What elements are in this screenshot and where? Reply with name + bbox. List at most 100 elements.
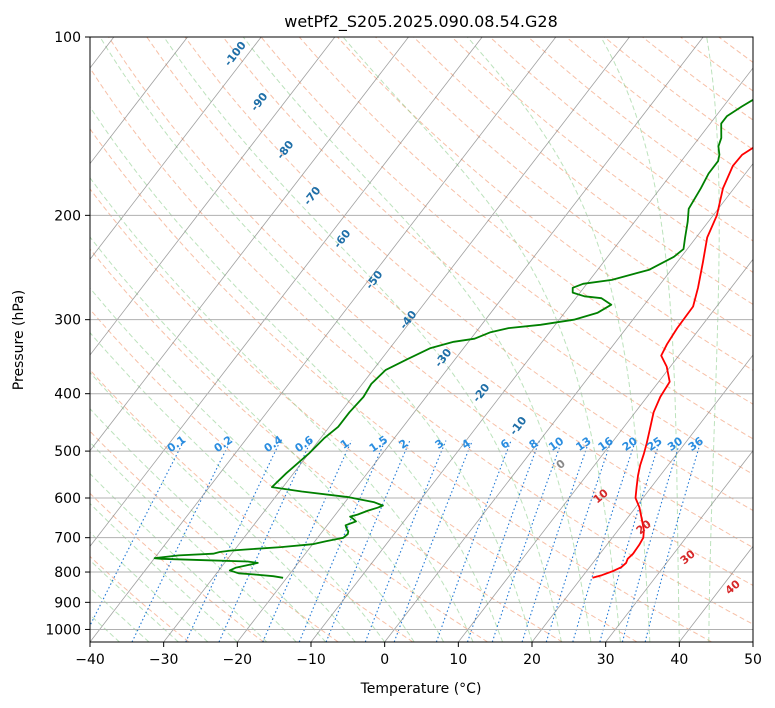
dewpoint-line	[153, 98, 753, 579]
isotherm-line	[752, 641, 753, 642]
y-tick-label: 500	[54, 444, 81, 460]
moist-adiabat	[706, 37, 720, 642]
mixing-ratio-line	[90, 440, 185, 627]
isotherm-line	[679, 545, 753, 642]
moist-adiabat	[90, 472, 268, 642]
red-line-label: 30	[678, 547, 698, 567]
mixing-ratio-line	[466, 440, 541, 642]
chart-title: wetPf2_S205.2025.090.08.54.G28	[284, 12, 558, 32]
moist-adiabat	[90, 331, 386, 642]
dry-adiabat	[451, 37, 753, 273]
dry-adiabat	[90, 555, 190, 642]
dry-adiabat	[718, 37, 753, 63]
grid-lines	[90, 37, 753, 642]
temperature-line	[592, 146, 753, 579]
isotherm-line	[90, 37, 188, 165]
isotherm-label: -60	[331, 227, 354, 251]
mixing-ratio-line	[435, 440, 512, 642]
dry-adiabat	[90, 188, 638, 642]
moist-adiabat	[90, 176, 474, 642]
moist-adiabat	[90, 531, 209, 642]
x-tick-label: 50	[744, 652, 762, 668]
dry-adiabat	[413, 37, 753, 305]
isotherm-label: -50	[363, 268, 386, 292]
line-labels: -100-90-80-70-60-50-40-30-20-100.1 0.2 0.4…	[165, 39, 743, 597]
dry-adiabat	[757, 37, 775, 642]
isotherm-label: -90	[248, 90, 271, 114]
isotherm-line	[310, 67, 753, 642]
isotherm-line	[90, 37, 336, 356]
isotherm-line	[531, 354, 753, 642]
mixing-ratio-line	[572, 440, 636, 642]
moist-adiabat	[90, 371, 356, 642]
dry-adiabat	[146, 37, 753, 549]
x-tick-label: 20	[523, 652, 541, 668]
dry-adiabat	[298, 37, 753, 405]
plot-frame	[89, 36, 754, 643]
isotherm-label: -10	[507, 414, 530, 438]
moist-adiabat	[99, 37, 533, 642]
dry-adiabat	[90, 248, 563, 642]
isotherm-line	[90, 37, 262, 260]
x-tick-label: −40	[75, 652, 105, 668]
mixing-ratio-label: 0.4	[262, 433, 286, 455]
dry-adiabat	[527, 37, 753, 211]
mixing-ratio-line	[325, 440, 411, 642]
isotherm-label: -20	[470, 381, 493, 405]
y-axis: 100 200 300 400 500 600 700 800 900 1000	[45, 30, 90, 638]
series-layer	[153, 98, 753, 579]
zero-line-label: 0	[554, 457, 568, 472]
y-tick-label: 900	[54, 595, 81, 611]
isotherm-line	[90, 37, 483, 547]
dry-adiabat	[489, 37, 753, 242]
x-tick-label: 40	[670, 652, 688, 668]
moist-adiabat	[600, 37, 680, 642]
dry-adiabat	[642, 37, 753, 121]
red-line-label: 40	[723, 577, 743, 597]
isotherm-line	[90, 37, 409, 452]
dry-adiabat	[90, 369, 414, 642]
mixing-ratio-line	[298, 440, 386, 642]
isotherm-label: -70	[301, 184, 324, 208]
y-tick-label: 400	[54, 387, 81, 403]
background-lines	[90, 37, 775, 642]
mixing-ratio-label: 0.1	[165, 433, 188, 455]
x-tick-label: 30	[597, 652, 615, 668]
dry-adiabat	[260, 37, 753, 440]
y-tick-label: 100	[54, 30, 81, 46]
dry-adiabat	[108, 37, 753, 586]
x-axis: −40 −30 −20 −10 0 10 20 30 40 50	[75, 642, 762, 668]
mixing-ratio-line	[131, 440, 232, 642]
mixing-ratio-label: 0.6	[292, 433, 316, 455]
moist-adiabat	[242, 37, 592, 642]
moist-adiabat	[90, 106, 503, 642]
y-tick-label: 700	[54, 531, 81, 547]
isotherm-line	[163, 37, 630, 642]
x-tick-label: 0	[380, 652, 389, 668]
y-tick-label: 1000	[45, 622, 81, 638]
red-line-label: 10	[591, 486, 611, 506]
red-line-label: 20	[634, 517, 654, 537]
y-axis-label: Pressure (hPa)	[11, 290, 27, 390]
y-tick-label: 300	[54, 313, 81, 329]
y-tick-label: 600	[54, 491, 81, 507]
isotherm-line	[90, 37, 557, 642]
moist-adiabat	[90, 441, 297, 642]
dry-adiabat	[90, 67, 753, 625]
mixing-ratio-label: 6	[498, 436, 512, 451]
dry-adiabat	[90, 308, 488, 642]
isotherm-label: -80	[274, 138, 297, 162]
x-tick-label: 10	[449, 652, 467, 668]
mixing-ratio-label: 8	[527, 437, 541, 452]
mixing-ratio-line	[218, 440, 312, 642]
moist-adiabat	[467, 37, 651, 642]
x-tick-label: −10	[296, 652, 326, 668]
x-tick-label: −20	[223, 652, 253, 668]
isotherm-line	[384, 162, 753, 642]
x-axis-label: Temperature (°C)	[360, 681, 482, 697]
mixing-ratio-line	[262, 440, 353, 642]
mixing-ratio-label: 2	[396, 437, 410, 452]
dry-adiabat	[680, 37, 753, 92]
dry-adiabat	[90, 492, 264, 642]
